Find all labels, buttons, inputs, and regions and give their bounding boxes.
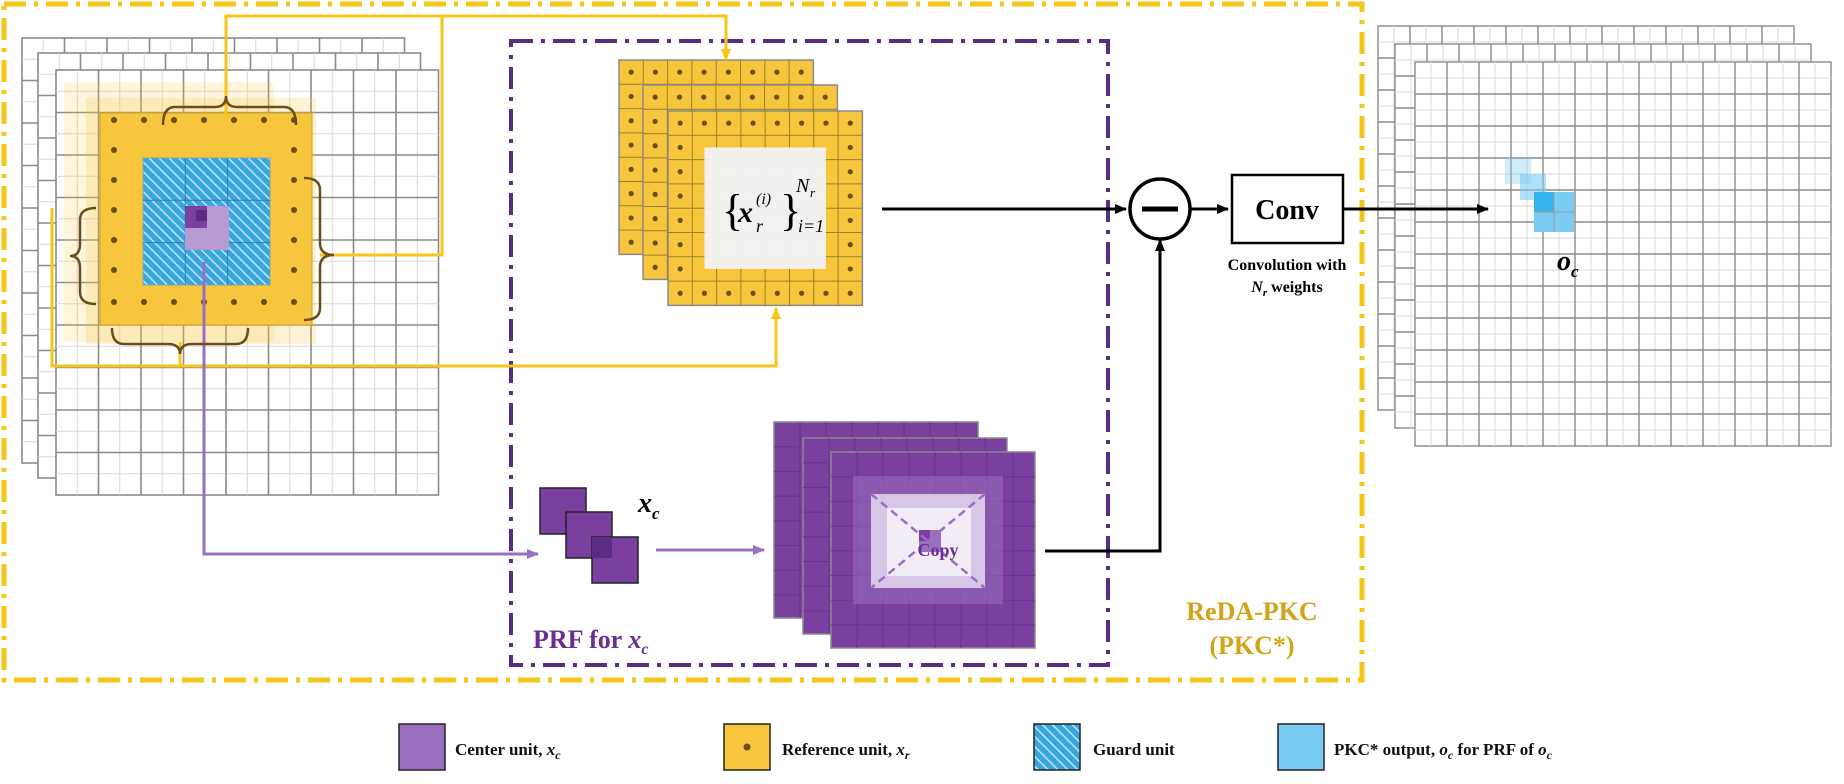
svg-text:}: } [780, 186, 801, 235]
copy-label: Copy [917, 540, 958, 560]
conv-caption-line1: Convolution with [1228, 257, 1347, 274]
legend-center: Center unit, xc [398, 723, 561, 771]
svg-text:x: x [737, 196, 753, 229]
reference-unit-stack [618, 59, 864, 307]
module-title-line1: ReDA-PKC [1186, 597, 1317, 626]
reference-braces [69, 95, 335, 355]
gold-link-right [320, 16, 444, 257]
input-feature-map-stack [21, 37, 440, 496]
brace-top-icon [161, 95, 298, 126]
reda-pkc-frame [1, 1, 1365, 683]
svg-text:i=1: i=1 [798, 216, 824, 236]
module-title-line2: (PKC*) [1209, 631, 1294, 660]
output-label: oc [1557, 246, 1579, 281]
copied-center-stack [773, 421, 1036, 649]
svg-text:PKC* output, oc for PRF of oc: PKC* output, oc for PRF of oc [1334, 740, 1553, 762]
svg-text:(i): (i) [756, 191, 771, 208]
center-unit-stack [539, 487, 639, 584]
brace-left-icon [69, 206, 97, 306]
svg-text:Guard unit: Guard unit [1093, 740, 1175, 759]
legend-reference: Reference unit, xr [723, 723, 910, 771]
svg-text:{: { [722, 186, 743, 235]
center-input-label: xc [637, 488, 660, 523]
conv-label: Conv [1255, 195, 1319, 226]
gold-link-top [224, 14, 731, 118]
svg-text:N: N [795, 175, 811, 197]
dot-icon [743, 743, 751, 751]
prf-label: PRF for xc [533, 625, 648, 658]
reference-set-formula: { x r (i) } N r i=1 [722, 175, 824, 236]
conv-block[interactable]: Conv [1230, 173, 1345, 245]
brace-bottom-icon [110, 327, 250, 355]
subtract-node [1128, 177, 1192, 241]
svg-text:Reference unit, xr: Reference unit, xr [782, 740, 910, 762]
gold-link-left [50, 208, 781, 368]
svg-text:Center unit, xc: Center unit, xc [455, 740, 561, 762]
svg-text:r: r [810, 185, 816, 200]
prf-frame [509, 39, 1110, 667]
connectors [50, 14, 1489, 559]
legend-guard: Guard unit [1033, 723, 1175, 771]
output-feature-map-stack [1377, 25, 1832, 447]
legend: Center unit, xc Reference unit, xr Guard… [398, 723, 1553, 771]
copy-to-subtract-arrow [1045, 239, 1165, 553]
brace-right-icon [303, 176, 335, 322]
legend-output: PKC* output, oc for PRF of oc [1277, 723, 1553, 771]
purple-link-center [202, 262, 539, 559]
svg-text:r: r [756, 216, 764, 236]
conv-caption-line2: Nr weights [1250, 279, 1322, 299]
